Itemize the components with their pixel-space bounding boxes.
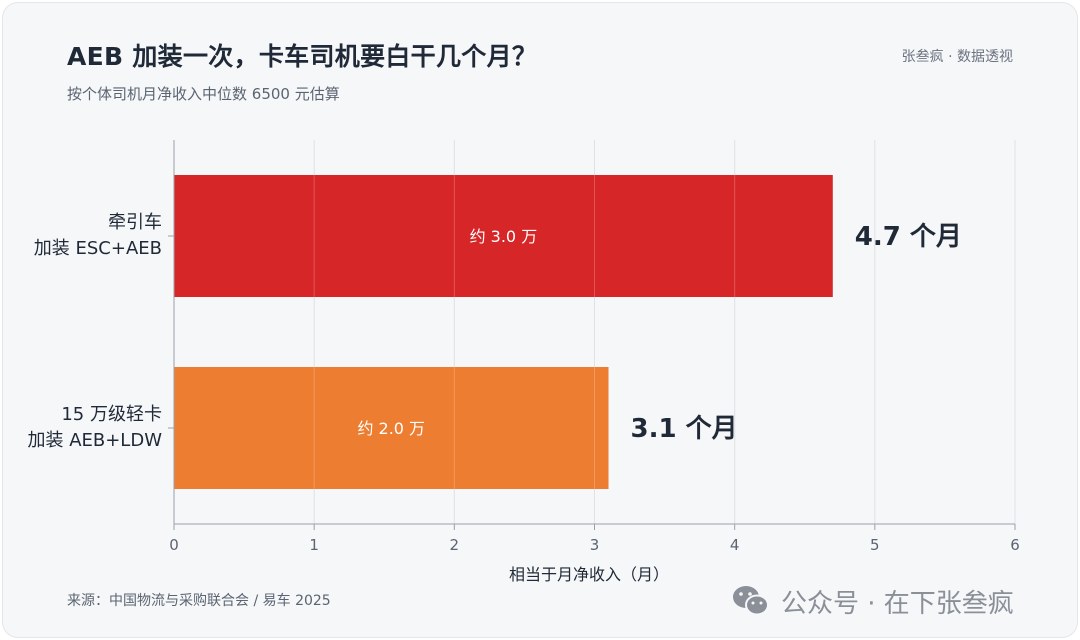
watermark-text: 公众号 · 在下张叁疯 bbox=[781, 588, 1014, 619]
x-axis-label: 相当于月净收入（月） bbox=[509, 565, 669, 584]
chart-subtitle: 按个体司机月净收入中位数 6500 元估算 bbox=[67, 85, 340, 103]
byline: 张叁疯 · 数据透视 bbox=[901, 49, 1013, 65]
x-tick-label: 2 bbox=[450, 536, 460, 554]
labels: 牵引车加装 ESC+AEB 约 3.0 万 4.7 个月 15 万级轻卡加装 AEB+… bbox=[27, 212, 961, 451]
watermark: 公众号 · 在下张叁疯 bbox=[731, 581, 1014, 621]
value-label: 3.1 个月 bbox=[631, 414, 738, 444]
category-label: 15 万级轻卡加装 AEB+LDW bbox=[27, 404, 162, 451]
wechat-icon bbox=[733, 586, 769, 616]
bar bbox=[174, 175, 833, 297]
x-tick-label: 1 bbox=[309, 536, 319, 554]
x-tick-label: 5 bbox=[870, 536, 880, 554]
category-label: 牵引车加装 ESC+AEB bbox=[34, 212, 162, 259]
x-tick-label: 4 bbox=[730, 536, 740, 554]
category-label-line: 加装 ESC+AEB bbox=[34, 238, 162, 259]
bar-inner-label: 约 2.0 万 bbox=[357, 419, 425, 438]
bar bbox=[174, 367, 609, 489]
axes: 0 1 2 3 4 5 6 相当于月净收入（月） bbox=[168, 140, 1020, 584]
x-tick-label: 0 bbox=[169, 536, 179, 554]
bars bbox=[174, 140, 1016, 524]
chart-title: AEB 加装一次，卡车司机要白干几个月？ bbox=[67, 42, 538, 71]
category-label-line: 牵引车 bbox=[108, 212, 162, 233]
x-tick-label: 3 bbox=[590, 536, 600, 554]
source-note: 来源：中国物流与采购联合会 / 易车 2025 bbox=[67, 593, 331, 609]
x-tick-label: 6 bbox=[1010, 536, 1020, 554]
bar-inner-label: 约 3.0 万 bbox=[470, 227, 538, 246]
category-label-line: 加装 AEB+LDW bbox=[27, 430, 162, 451]
value-label: 4.7 个月 bbox=[855, 222, 962, 252]
category-label-line: 15 万级轻卡 bbox=[61, 404, 162, 425]
